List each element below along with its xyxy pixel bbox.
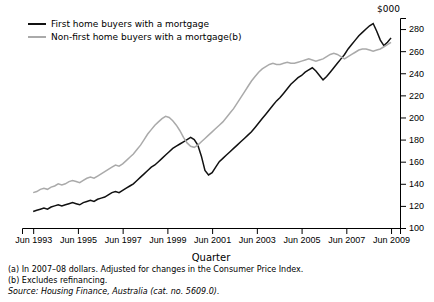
x-tick-label: Jun 1997 <box>105 235 142 245</box>
x-tick-mark <box>391 228 392 234</box>
x-tick: Jun 1999 <box>149 228 186 245</box>
y-axis: 100 120 140 160 180 200 220 240 260 280 <box>400 19 424 234</box>
x-tick-label: Jun 1993 <box>15 235 52 245</box>
x-tick: Jun 1997 <box>105 228 142 245</box>
plot: Jun 1993 Jun 1995 Jun 1997 Jun 1999 Jun 2001… <box>15 4 424 245</box>
legend-item: First home buyers with a mortgage <box>28 19 209 29</box>
series-line <box>33 24 391 212</box>
y-tick: 200 <box>400 113 424 123</box>
legend-swatch <box>28 36 46 38</box>
y-axis-title: $000 <box>377 4 400 14</box>
y-tick-mark <box>400 73 406 74</box>
x-tick-mark <box>346 228 347 234</box>
x-tick: Jun 2007 <box>328 228 365 245</box>
y-axis-line <box>401 19 407 229</box>
footnote: (b) Excludes refinancing. <box>8 276 107 285</box>
x-tick-mark <box>78 228 79 234</box>
y-tick-label: 280 <box>409 24 424 34</box>
footnote: (a) In 2007–08 dollars. Adjusted for cha… <box>8 265 303 274</box>
x-tick: Jun 2001 <box>194 228 231 245</box>
x-tick-label: Jun 2005 <box>284 235 321 245</box>
x-axis: Jun 1993 Jun 1995 Jun 1997 Jun 1999 Jun 2001… <box>15 228 410 245</box>
x-axis-title: Quarter <box>192 252 232 263</box>
x-tick-label: Jun 2009 <box>373 235 410 245</box>
x-tick-label: Jun 1995 <box>60 235 97 245</box>
y-tick-mark <box>400 51 406 52</box>
x-tick-mark <box>302 228 303 234</box>
chart: Jun 1993 Jun 1995 Jun 1997 Jun 1999 Jun 2001… <box>0 0 434 302</box>
y-tick-label: 200 <box>409 113 424 123</box>
y-tick-mark <box>400 206 406 207</box>
y-tick: 220 <box>400 91 424 101</box>
y-tick-mark <box>400 29 406 30</box>
y-tick-label: 120 <box>409 201 424 211</box>
x-tick-mark <box>167 228 168 234</box>
lines <box>33 24 391 212</box>
x-tick-label: Jun 2003 <box>239 235 276 245</box>
y-tick: 120 <box>400 201 424 211</box>
y-tick-label: 240 <box>409 69 424 79</box>
y-tick-label: 160 <box>409 157 424 167</box>
footnote: Source: Housing Finance, Australia (cat.… <box>8 287 220 296</box>
y-tick-label: 180 <box>409 135 424 145</box>
legend-label: First home buyers with a mortgage <box>51 19 209 29</box>
y-tick-label: 260 <box>409 47 424 57</box>
y-tick: 180 <box>400 135 424 145</box>
y-tick-mark <box>400 95 406 96</box>
y-tick-mark <box>400 117 406 118</box>
x-tick: Jun 1993 <box>15 228 52 245</box>
y-tick: 140 <box>400 179 424 189</box>
legend: First home buyers with a mortgage Non-fir… <box>28 19 242 42</box>
x-tick: Jun 2005 <box>284 228 321 245</box>
x-tick-mark <box>212 228 213 234</box>
x-tick-mark <box>33 228 34 234</box>
y-tick-mark <box>400 184 406 185</box>
x-tick-label: Jun 2007 <box>328 235 365 245</box>
x-axis-line <box>23 229 401 235</box>
y-tick-mark <box>400 140 406 141</box>
x-tick: Jun 1995 <box>60 228 97 245</box>
legend-label: Non-first home buyers with a mortgage(b) <box>51 32 242 42</box>
y-tick-label: 100 <box>409 223 424 233</box>
y-tick: 280 <box>400 24 424 34</box>
y-tick: 160 <box>400 157 424 167</box>
y-tick: 100 <box>400 223 424 233</box>
y-tick-mark <box>400 162 406 163</box>
x-tick-mark <box>123 228 124 234</box>
y-tick-label: 140 <box>409 179 424 189</box>
y-tick-label: 220 <box>409 91 424 101</box>
y-tick: 240 <box>400 69 424 79</box>
legend-swatch <box>28 23 46 25</box>
x-tick: Jun 2009 <box>373 228 410 245</box>
x-tick-label: Jun 1999 <box>149 235 186 245</box>
x-tick-mark <box>257 228 258 234</box>
x-tick-label: Jun 2001 <box>194 235 231 245</box>
x-tick: Jun 2003 <box>239 228 276 245</box>
y-tick: 260 <box>400 47 424 57</box>
series-line <box>33 42 391 192</box>
y-tick-mark <box>400 228 406 229</box>
legend-item: Non-first home buyers with a mortgage(b) <box>28 32 242 42</box>
